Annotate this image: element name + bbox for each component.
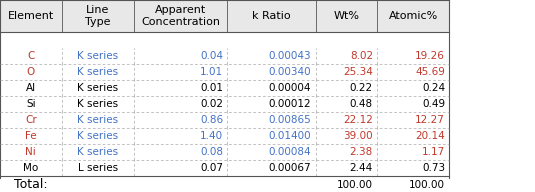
Text: 100.00: 100.00: [337, 180, 373, 190]
Text: 2.38: 2.38: [350, 147, 373, 157]
Text: Si: Si: [26, 99, 35, 109]
Text: 0.00012: 0.00012: [269, 99, 311, 109]
Text: Wt%: Wt%: [333, 11, 360, 21]
Text: 0.49: 0.49: [422, 99, 445, 109]
Text: 0.24: 0.24: [422, 83, 445, 93]
Text: Line
Type: Line Type: [85, 5, 110, 27]
Text: Mo: Mo: [23, 163, 39, 173]
Text: Cr: Cr: [25, 115, 36, 125]
Text: 0.22: 0.22: [350, 83, 373, 93]
Text: 8.02: 8.02: [350, 51, 373, 61]
Text: Al: Al: [26, 83, 36, 93]
Text: Apparent
Concentration: Apparent Concentration: [141, 5, 220, 27]
Text: 0.00084: 0.00084: [269, 147, 311, 157]
Text: 12.27: 12.27: [415, 115, 445, 125]
Text: 0.86: 0.86: [200, 115, 223, 125]
Bar: [0, 0, 449, 32]
Text: 39.00: 39.00: [343, 131, 373, 141]
Text: L series: L series: [78, 163, 118, 173]
Text: 19.26: 19.26: [415, 51, 445, 61]
Text: Total:: Total:: [14, 179, 48, 191]
Text: 0.48: 0.48: [350, 99, 373, 109]
Text: Element: Element: [7, 11, 54, 21]
Text: Ni: Ni: [25, 147, 36, 157]
Text: K series: K series: [77, 131, 118, 141]
Text: K series: K series: [77, 99, 118, 109]
Text: 0.02: 0.02: [200, 99, 223, 109]
Text: C: C: [27, 51, 34, 61]
Text: Atomic%: Atomic%: [388, 11, 438, 21]
Text: K series: K series: [77, 51, 118, 61]
Text: 0.00004: 0.00004: [269, 83, 311, 93]
Text: 0.00067: 0.00067: [269, 163, 311, 173]
Text: 1.01: 1.01: [200, 67, 223, 77]
Text: 100.00: 100.00: [409, 180, 445, 190]
Text: K series: K series: [77, 147, 118, 157]
Text: 0.07: 0.07: [200, 163, 223, 173]
Text: 1.17: 1.17: [422, 147, 445, 157]
Text: 45.69: 45.69: [415, 67, 445, 77]
Text: 0.00340: 0.00340: [269, 67, 311, 77]
Text: 0.00865: 0.00865: [269, 115, 311, 125]
Text: 1.40: 1.40: [200, 131, 223, 141]
Text: 0.01400: 0.01400: [269, 131, 311, 141]
Text: 0.04: 0.04: [200, 51, 223, 61]
Text: 0.73: 0.73: [422, 163, 445, 173]
Text: K series: K series: [77, 83, 118, 93]
Text: Fe: Fe: [25, 131, 36, 141]
Text: 22.12: 22.12: [343, 115, 373, 125]
Text: K series: K series: [77, 67, 118, 77]
Text: k Ratio: k Ratio: [252, 11, 291, 21]
Text: 25.34: 25.34: [343, 67, 373, 77]
Text: K series: K series: [77, 115, 118, 125]
Text: 2.44: 2.44: [350, 163, 373, 173]
Text: O: O: [27, 67, 35, 77]
Text: 0.01: 0.01: [200, 83, 223, 93]
Text: 0.08: 0.08: [200, 147, 223, 157]
Text: 20.14: 20.14: [415, 131, 445, 141]
Text: 0.00043: 0.00043: [269, 51, 311, 61]
